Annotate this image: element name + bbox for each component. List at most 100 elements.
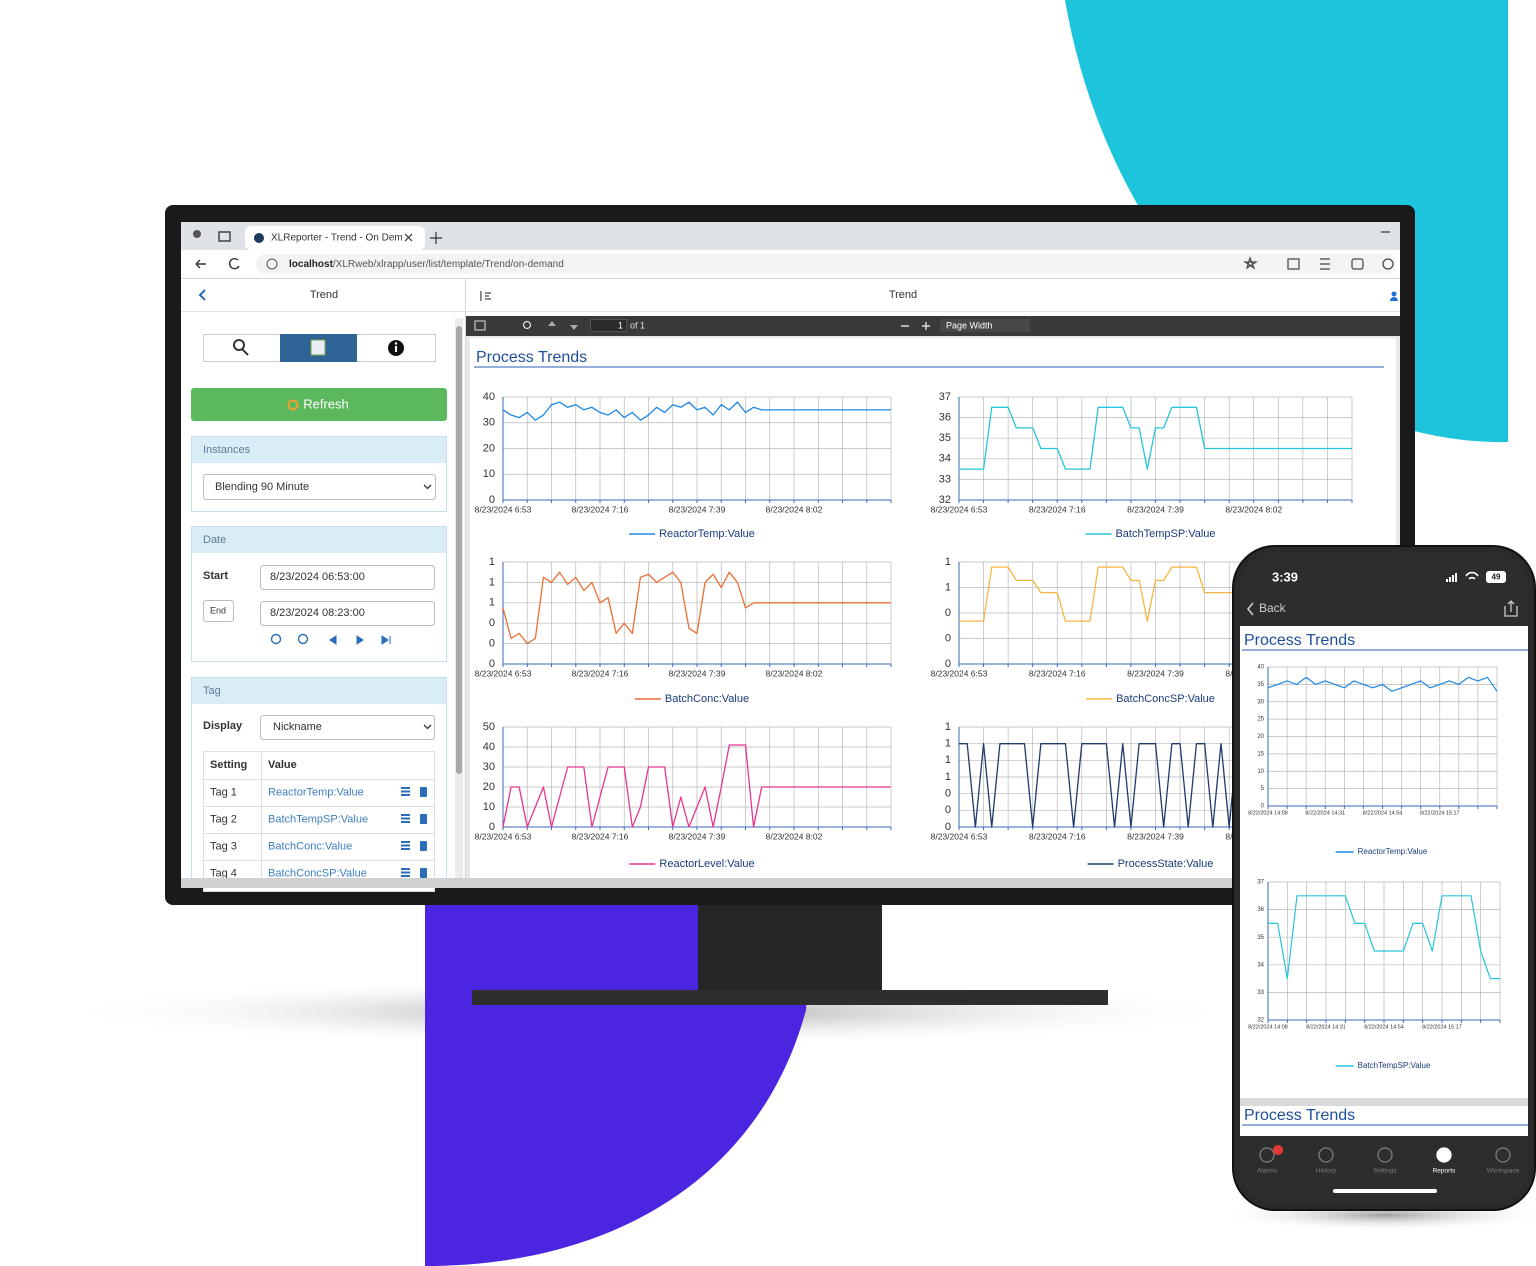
profile-icon[interactable] bbox=[193, 230, 201, 238]
y-tick-label: 50 bbox=[483, 721, 495, 733]
y-tick-label: 32 bbox=[939, 494, 951, 506]
url-host: localhost bbox=[289, 259, 334, 270]
edit-icon[interactable] bbox=[401, 868, 410, 877]
instance-select[interactable] bbox=[203, 474, 436, 500]
url-bar[interactable] bbox=[256, 254, 1396, 274]
browser-toolbar-icons bbox=[1243, 256, 1394, 270]
end-button[interactable] bbox=[203, 600, 234, 622]
delete-icon[interactable] bbox=[420, 868, 427, 878]
y-tick-label: 0 bbox=[489, 617, 495, 629]
y-tick-label: 1 bbox=[945, 581, 951, 593]
y-tick-label: 34 bbox=[1257, 962, 1264, 968]
zoom-buttons[interactable] bbox=[901, 322, 930, 330]
legend-label: ProcessState:Value bbox=[1118, 858, 1214, 870]
tag-header bbox=[192, 678, 446, 704]
tab-icon[interactable] bbox=[1318, 1147, 1334, 1163]
series-line bbox=[1267, 676, 1498, 692]
wifi-icon bbox=[1465, 571, 1479, 580]
signal-icon bbox=[1446, 573, 1457, 582]
edit-icon[interactable] bbox=[401, 814, 410, 823]
page-input[interactable] bbox=[590, 319, 627, 332]
zoom-in[interactable] bbox=[270, 633, 282, 645]
step-buttons[interactable] bbox=[329, 635, 391, 645]
tag-value[interactable]: BatchConcSP:Value bbox=[268, 867, 367, 879]
info-dot bbox=[394, 342, 398, 345]
x-tick-label: 8/23/2024 8:02 bbox=[766, 504, 823, 514]
user-icon[interactable] bbox=[1390, 291, 1398, 302]
favorites-icon[interactable] bbox=[1320, 258, 1330, 270]
mode-tab-search[interactable] bbox=[233, 339, 245, 351]
tab-actions-icon[interactable] bbox=[218, 231, 231, 242]
delete-icon[interactable] bbox=[420, 787, 427, 797]
phone: 3:39 49 Back Process Trends Process Tren… bbox=[1232, 545, 1536, 1211]
series-line bbox=[502, 401, 891, 421]
tab-label[interactable]: History bbox=[1316, 1168, 1337, 1175]
extensions-icon[interactable] bbox=[1382, 258, 1394, 270]
edit-icon[interactable] bbox=[401, 787, 410, 796]
back-button[interactable] bbox=[195, 259, 206, 269]
tab-label[interactable]: Settings bbox=[1373, 1168, 1397, 1175]
end-input[interactable] bbox=[260, 601, 435, 626]
tag-setting: Tag 3 bbox=[210, 840, 237, 852]
collections-icon[interactable] bbox=[1351, 258, 1364, 270]
delete-icon[interactable] bbox=[420, 841, 427, 851]
tag-value[interactable]: BatchTempSP:Value bbox=[268, 813, 368, 825]
x-tick-label: 8/23/2024 7:16 bbox=[1029, 831, 1086, 841]
y-tick-label: 20 bbox=[483, 442, 495, 454]
sidebar-toggle[interactable] bbox=[474, 320, 486, 331]
reload-button[interactable] bbox=[228, 257, 240, 270]
x-tick-label: 8/23/2024 6:53 bbox=[931, 504, 988, 514]
tab-icon[interactable] bbox=[1377, 1147, 1393, 1163]
refresh-icon bbox=[287, 399, 299, 411]
y-tick-label: 1 bbox=[945, 721, 951, 733]
tab-close[interactable] bbox=[404, 233, 413, 242]
tab-icon[interactable] bbox=[1495, 1147, 1511, 1163]
y-tick-label: 0 bbox=[489, 494, 495, 506]
tab-label[interactable]: Workspace bbox=[1487, 1168, 1520, 1175]
start-value: 8/23/2024 06:53:00 bbox=[270, 571, 365, 583]
display-select[interactable] bbox=[260, 715, 435, 740]
x-tick-label: 8/23/2024 6:53 bbox=[475, 668, 532, 678]
phone-tab-bar: Alarms History Settings Reports Workspace bbox=[1257, 1145, 1520, 1175]
page-arrows[interactable] bbox=[548, 321, 578, 330]
find-icon[interactable] bbox=[522, 320, 532, 330]
delete-icon[interactable] bbox=[420, 814, 427, 824]
y-tick-label: 0 bbox=[945, 632, 951, 644]
new-tab[interactable] bbox=[430, 232, 442, 244]
site-info[interactable] bbox=[266, 258, 278, 270]
sidebar-scroll-thumb[interactable] bbox=[456, 326, 462, 774]
tab-icon[interactable] bbox=[1259, 1147, 1275, 1163]
y-tick-label: 1 bbox=[945, 556, 951, 568]
start-input[interactable] bbox=[260, 565, 435, 590]
mode-tab-report bbox=[310, 339, 326, 356]
y-tick-label: 0 bbox=[945, 658, 951, 670]
split-icon[interactable] bbox=[1287, 258, 1300, 270]
collapse-icon[interactable] bbox=[480, 291, 491, 301]
table-header: Setting bbox=[210, 759, 247, 771]
refresh-button[interactable] bbox=[191, 388, 447, 421]
x-tick-label: 8/23/2024 8:02 bbox=[1225, 504, 1282, 514]
y-tick-label: 20 bbox=[1257, 734, 1264, 740]
active-tab[interactable] bbox=[245, 226, 425, 250]
phone-back-chevron[interactable] bbox=[1246, 602, 1254, 616]
tab-label[interactable]: Reports bbox=[1433, 1168, 1457, 1175]
share-icon[interactable] bbox=[1504, 600, 1518, 617]
edit-icon[interactable] bbox=[401, 841, 410, 850]
legend-label: ReactorTemp:Value bbox=[659, 528, 755, 540]
sidebar-back[interactable] bbox=[198, 289, 206, 301]
x-tick-label: 8/23/2024 7:16 bbox=[1029, 504, 1086, 514]
y-tick-label: 1 bbox=[489, 597, 495, 609]
zoom-out[interactable] bbox=[297, 633, 309, 645]
phone-back[interactable]: Back bbox=[1259, 601, 1287, 615]
zoom-select[interactable] bbox=[940, 319, 1030, 332]
tag-value[interactable]: ReactorTemp:Value bbox=[268, 786, 364, 798]
x-tick-label: 8/23/2024 8:02 bbox=[766, 668, 823, 678]
x-tick-label: 8/22/2024 14:08 bbox=[1248, 810, 1288, 816]
tag-value[interactable]: BatchConc:Value bbox=[268, 840, 352, 852]
y-tick-label: 0 bbox=[945, 804, 951, 816]
favorite-icon[interactable] bbox=[1243, 256, 1258, 270]
tab-label[interactable]: Alarms bbox=[1257, 1168, 1278, 1175]
legend-label: BatchConcSP:Value bbox=[1116, 693, 1215, 705]
y-tick-label: 1 bbox=[489, 576, 495, 588]
tab-icon[interactable] bbox=[1436, 1147, 1452, 1163]
